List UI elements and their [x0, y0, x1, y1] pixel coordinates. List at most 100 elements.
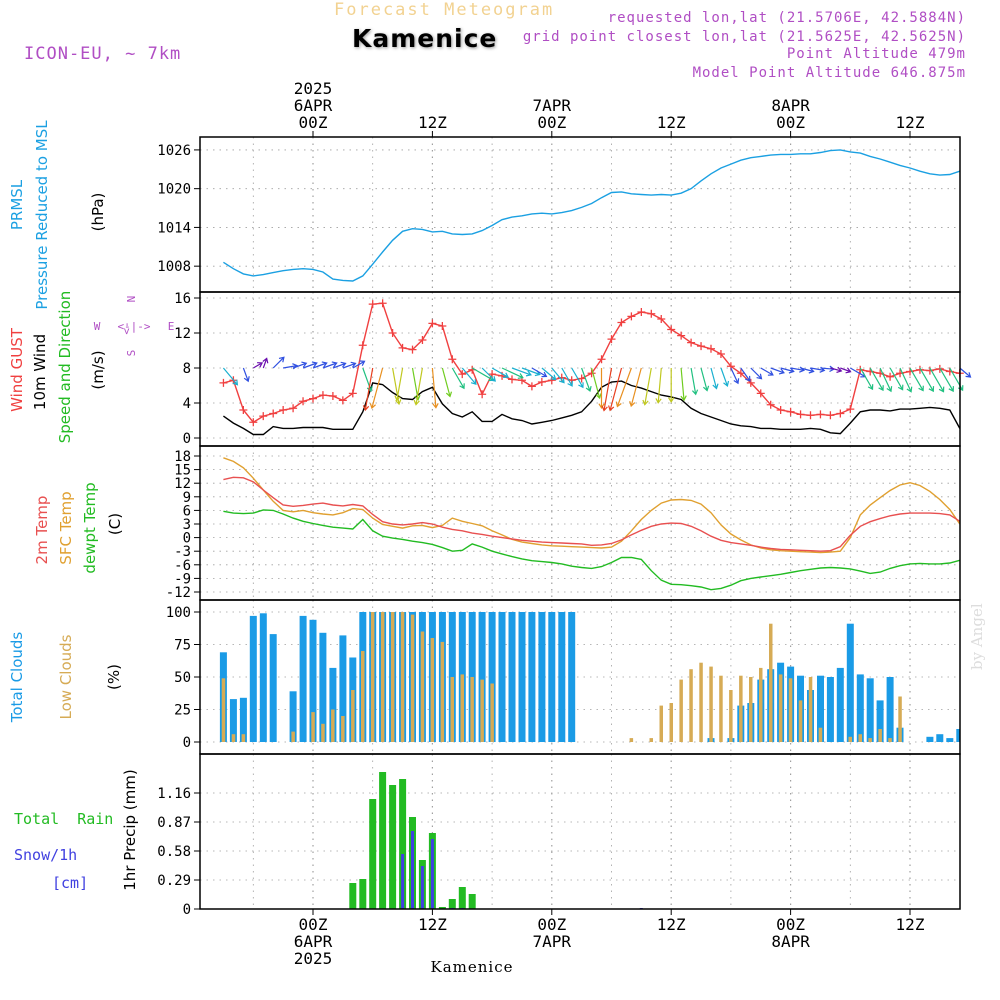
- bar-low-clouds: [410, 614, 415, 742]
- time-label-bottom: 00Z: [537, 915, 566, 934]
- bar-total-clouds: [836, 667, 844, 742]
- wind-arrow: [312, 361, 328, 369]
- time-label-top: 6APR: [294, 96, 333, 115]
- bar-total-clouds: [826, 677, 834, 742]
- bar-total-clouds: [886, 677, 894, 742]
- gust-marker: [348, 389, 357, 398]
- bar-low-clouds: [470, 677, 474, 742]
- gust-marker: [537, 378, 546, 386]
- bar-rain: [369, 799, 377, 909]
- panel-frame-wind: [199, 291, 961, 447]
- bar-snow: [411, 831, 414, 909]
- wind-arrow: [601, 367, 613, 412]
- gust-marker: [577, 374, 586, 383]
- bar-total-clouds: [289, 691, 297, 742]
- gust-marker: [925, 366, 934, 375]
- wind-arrow: [392, 367, 402, 406]
- bar-low-clouds: [669, 703, 673, 742]
- gust-marker: [816, 410, 825, 419]
- gust-marker: [368, 300, 377, 309]
- gust-marker: [438, 322, 447, 330]
- model-altitude: Model Point Altitude 646.875m: [692, 65, 966, 81]
- y-tick-label: 4: [183, 396, 191, 412]
- gust-marker: [746, 378, 755, 387]
- bar-total-clouds: [926, 736, 934, 742]
- series-line-2m-temp: [223, 476, 960, 552]
- gust-marker: [299, 397, 308, 406]
- wind-arrow: [690, 367, 699, 396]
- bar-low-clouds: [689, 669, 693, 742]
- wind-arrow: [909, 367, 924, 392]
- bar-low-clouds: [629, 738, 634, 742]
- wind-arrow: [362, 367, 374, 412]
- precip-label-rain: Total Rain: [14, 810, 113, 828]
- y-tick-label: -9: [174, 571, 191, 587]
- time-label-bottom: 12Z: [657, 915, 686, 934]
- y-tick-label: 8: [183, 361, 191, 377]
- time-label-top: 00Z: [537, 113, 566, 132]
- bar-low-clouds: [351, 690, 355, 742]
- wind-arrow: [394, 367, 404, 402]
- y-tick-label: 15: [174, 463, 191, 479]
- bar-total-clouds: [956, 729, 961, 742]
- time-label-bottom: 12Z: [896, 915, 925, 934]
- compass-south: S: [125, 350, 138, 357]
- bar-total-clouds: [259, 613, 267, 742]
- gust-marker: [716, 350, 725, 358]
- wind-arrow: [655, 367, 662, 404]
- wind-arrow: [369, 367, 384, 410]
- wind-arrow: [541, 367, 557, 381]
- wind-arrow: [551, 367, 565, 384]
- y-tick-label: 0: [183, 531, 191, 547]
- bar-total-clouds: [817, 675, 824, 742]
- y-tick-label: -3: [174, 544, 191, 560]
- bar-total-clouds: [319, 632, 327, 742]
- bar-low-clouds: [818, 727, 823, 742]
- y-tick-label: 1.16: [157, 786, 191, 802]
- wind-arrow: [629, 367, 642, 408]
- bar-total-clouds: [269, 634, 277, 742]
- y-tick-label: 0: [183, 902, 191, 918]
- bar-total-clouds: [866, 678, 874, 742]
- gust-marker: [249, 418, 258, 427]
- bar-low-clouds: [798, 700, 803, 742]
- gust-marker: [677, 331, 686, 340]
- gust-marker: [886, 372, 895, 381]
- y-tick-label: 1020: [157, 182, 191, 198]
- wind-arrow: [642, 367, 652, 406]
- panel-frame-pressure: [199, 136, 961, 293]
- wind-arrow: [840, 367, 852, 374]
- y-tick-label: -12: [166, 585, 191, 601]
- compass-west: W: [94, 320, 101, 333]
- compass-north: N: [125, 296, 138, 303]
- gust-marker: [766, 400, 775, 409]
- gust-marker: [378, 299, 387, 308]
- wind-arrow: [322, 361, 338, 369]
- wind-arrow: [700, 367, 710, 392]
- bar-low-clouds: [808, 677, 813, 742]
- bar-total-clouds: [498, 612, 506, 742]
- bar-low-clouds: [788, 678, 793, 742]
- series-line-sfc-temp: [223, 457, 960, 554]
- wind-arrow: [869, 367, 884, 392]
- wind-arrow: [830, 366, 843, 373]
- gust-marker: [826, 411, 835, 420]
- y-tick-label: -6: [174, 558, 191, 574]
- bar-low-clouds: [490, 683, 494, 742]
- wind-arrow: [959, 367, 972, 378]
- bar-rain: [438, 907, 446, 909]
- bar-total-clouds: [249, 615, 257, 742]
- y-tick-label: 1014: [157, 220, 191, 236]
- page-title: Kamenice: [352, 24, 498, 53]
- y-tick-label: 100: [166, 605, 191, 621]
- gust-marker: [418, 336, 427, 344]
- bar-low-clouds: [659, 705, 663, 742]
- wind-arrow: [282, 363, 299, 370]
- bar-total-clouds: [299, 615, 307, 742]
- gust-marker: [547, 376, 556, 385]
- time-label-top: 8APR: [771, 96, 810, 115]
- bar-total-clouds: [229, 699, 237, 742]
- gust-marker: [846, 405, 855, 414]
- panel-label: 2m Temp: [33, 496, 51, 565]
